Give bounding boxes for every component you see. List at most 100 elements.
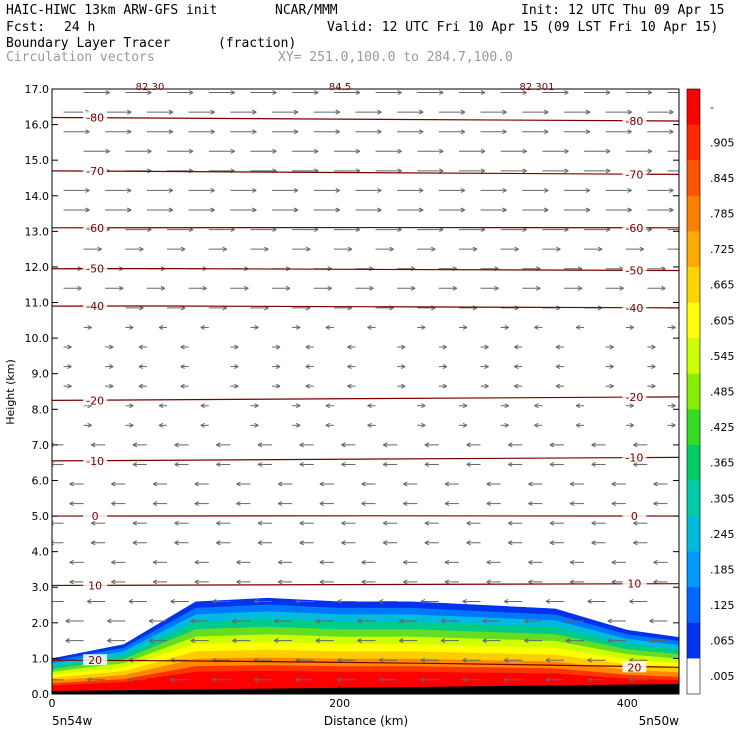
wind-vector-head xyxy=(424,520,430,526)
wind-vector-head xyxy=(111,501,116,507)
wind-vector-head xyxy=(400,383,406,389)
wind-vector-head xyxy=(216,520,221,526)
wind-vector-head xyxy=(669,109,674,115)
contour-label-bg xyxy=(83,300,108,312)
wind-vector-head xyxy=(377,129,382,135)
wind-vector-head xyxy=(569,559,575,565)
wind-vector-head xyxy=(418,207,424,213)
wind-vector-head xyxy=(377,207,382,213)
wind-vector-head xyxy=(319,579,325,585)
wind-vector-head xyxy=(569,501,575,507)
wind-vector-head xyxy=(609,383,614,389)
wind-vector-head xyxy=(337,677,342,683)
wind-vector-head xyxy=(200,422,205,428)
wind-vector-head xyxy=(87,422,92,428)
wind-vector-head xyxy=(605,168,611,174)
colorbar-label: .785 xyxy=(710,208,735,221)
wind-vector-head xyxy=(382,540,388,546)
y-tick-label: 3.0 xyxy=(32,581,50,594)
wind-vector-head xyxy=(444,501,450,507)
contour-label-bg xyxy=(83,394,108,406)
colorbar-swatch xyxy=(687,551,700,588)
wind-vector-head xyxy=(252,109,257,115)
wind-vector-head xyxy=(522,148,527,154)
wind-vector-head xyxy=(545,657,551,663)
wind-vector-head xyxy=(534,324,539,330)
wind-vector-head xyxy=(357,618,362,624)
wind-vector-head xyxy=(168,187,174,193)
wind-vector-head xyxy=(569,481,575,487)
wind-vector-head xyxy=(549,520,555,526)
x-axis: 0 200 400 xyxy=(49,686,638,710)
contour-label: 0 xyxy=(92,510,99,523)
org-label: NCAR/MMM xyxy=(275,3,338,18)
wind-vector-head xyxy=(67,383,72,389)
wind-vector-head xyxy=(575,324,581,330)
contour-line xyxy=(52,116,679,122)
wind-vector-head xyxy=(129,324,134,330)
wind-vector-head xyxy=(544,207,549,213)
wind-vector-head xyxy=(272,148,277,154)
wind-vector-head xyxy=(671,403,676,409)
contour-label: -80 xyxy=(86,111,104,124)
wind-vector-head xyxy=(549,462,555,467)
temperature-contours: 20 20 10 10 0 0 -10 -10 -20 -20 -40 -40 -50 -50 -60 -60… xyxy=(52,111,679,674)
wind-vector-head xyxy=(494,285,499,291)
wind-vector-head xyxy=(180,383,185,389)
contour-label-bg xyxy=(622,221,647,233)
wind-vector-head xyxy=(508,540,513,546)
wind-vector-head xyxy=(528,481,533,487)
wind-vector-head xyxy=(361,579,366,585)
wind-vector-head xyxy=(439,148,444,154)
wind-vector-head xyxy=(585,207,591,213)
wind-vector-head xyxy=(111,481,116,487)
contour-label-bg xyxy=(83,164,108,176)
wind-vector-head xyxy=(347,344,352,350)
wind-vector-head xyxy=(522,168,527,174)
wind-vector-head xyxy=(544,129,549,135)
wind-vector-head xyxy=(158,422,164,428)
wind-vector-head xyxy=(138,364,144,370)
fcst-label: Fcst: xyxy=(6,20,46,35)
contour-line xyxy=(52,170,679,176)
wind-vector-head xyxy=(649,638,654,644)
wind-vector-head xyxy=(126,129,132,135)
wind-vector-head xyxy=(212,677,217,683)
wind-vector-head xyxy=(418,187,424,193)
wind-vector-head xyxy=(591,520,596,526)
wind-vector-head xyxy=(325,324,331,330)
y-tick-label: 6.0 xyxy=(32,474,50,487)
wind-vector-head xyxy=(69,559,74,565)
wind-vector-head xyxy=(273,638,279,644)
wind-vector-head xyxy=(480,90,486,96)
wind-vector-head xyxy=(313,148,319,154)
wind-vector-head xyxy=(669,207,674,213)
wind-vector-head xyxy=(174,520,179,526)
colorbar-label: .725 xyxy=(710,243,735,256)
colorbar-swatch xyxy=(687,587,700,624)
wind-vector-head xyxy=(107,618,112,624)
contour-label: 0 xyxy=(631,510,638,523)
wind-vector-head xyxy=(544,109,549,115)
colorbar-label: .245 xyxy=(710,528,735,541)
wind-vector-head xyxy=(440,638,446,644)
wind-vector-head xyxy=(216,462,221,467)
wind-vector-head xyxy=(399,618,404,624)
contour-label: -10 xyxy=(625,451,643,464)
wind-vector-head xyxy=(564,168,569,174)
wind-vector-head xyxy=(482,618,487,624)
contour-label: -60 xyxy=(625,222,643,235)
wind-vector-head xyxy=(502,207,507,213)
valid-time: Valid: 12 UTC Fri 10 Apr 15 (09 LST Fri … xyxy=(327,20,719,35)
wind-vector-head xyxy=(420,657,426,663)
wind-vector-head xyxy=(355,90,361,96)
wind-vector-head xyxy=(86,599,92,604)
contour-label: -20 xyxy=(86,394,104,407)
partial-contour-label: 82.30 xyxy=(136,82,165,93)
wind-vector-head xyxy=(462,657,467,663)
model-title: HAIC-HIWC 13km ARW-GFS init xyxy=(6,3,218,18)
wind-vector-head xyxy=(544,187,549,193)
wind-vector-head xyxy=(65,638,70,644)
vectors-label: Circulation vectors xyxy=(6,50,155,65)
wind-vector-head xyxy=(132,540,138,546)
